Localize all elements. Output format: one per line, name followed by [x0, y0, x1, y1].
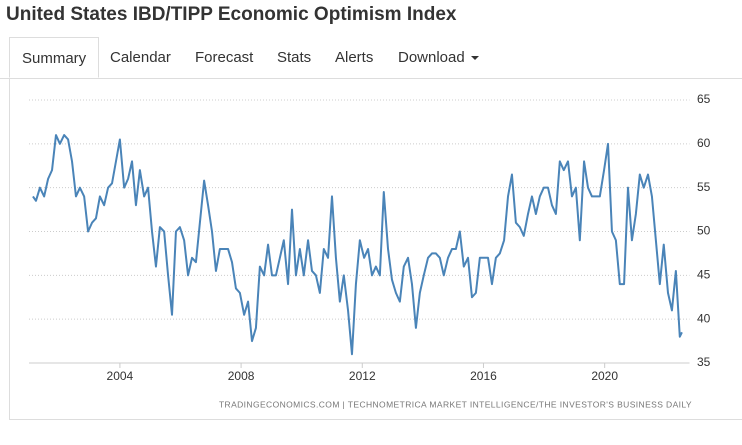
- x-tick-label: 2012: [349, 369, 376, 383]
- x-tick-label: 2004: [107, 369, 134, 383]
- tab[interactable]: Download: [398, 37, 479, 78]
- source-note: TRADINGECONOMICS.COM | TECHNOMETRICA MAR…: [219, 399, 692, 409]
- y-tick-label: 40: [697, 311, 711, 325]
- x-tick-label: 2008: [228, 369, 255, 383]
- x-tick-label: 2020: [591, 369, 618, 383]
- y-tick-label: 50: [697, 224, 711, 238]
- line-series: [32, 134, 683, 356]
- tab[interactable]: Calendar: [110, 49, 171, 66]
- dropdown-caret: [470, 56, 479, 61]
- y-tick-label: 55: [697, 180, 711, 194]
- x-tick-label: 2016: [470, 369, 497, 383]
- tab-label: Download: [398, 49, 465, 66]
- chart-frame: [9, 79, 742, 420]
- y-tick-label: 65: [697, 92, 711, 106]
- y-tick-label: 45: [697, 268, 711, 282]
- tab[interactable]: Summary: [9, 37, 100, 78]
- tab[interactable]: Forecast: [195, 49, 254, 66]
- y-tick-label: 35: [697, 355, 711, 369]
- tab-bar: Summary Calendar Forecast Stats Alerts D…: [0, 37, 742, 79]
- tab[interactable]: Alerts: [335, 49, 374, 66]
- tab[interactable]: Stats: [277, 49, 312, 66]
- y-tick-label: 60: [697, 136, 711, 150]
- page-title: United States IBD/TIPP Economic Optimism…: [6, 4, 457, 25]
